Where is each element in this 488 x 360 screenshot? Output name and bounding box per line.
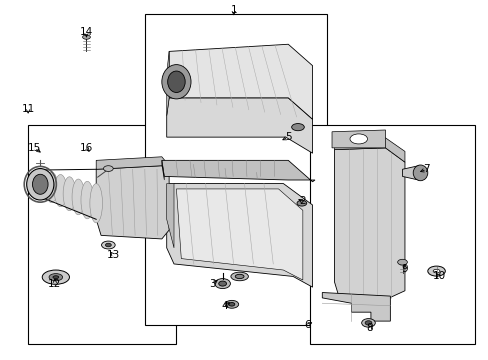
Text: 4: 4: [221, 301, 228, 311]
Ellipse shape: [224, 300, 238, 308]
Text: 6: 6: [304, 320, 310, 330]
Text: 13: 13: [106, 250, 120, 260]
Ellipse shape: [102, 241, 115, 249]
Text: 7: 7: [423, 164, 429, 174]
Polygon shape: [166, 98, 312, 153]
Polygon shape: [166, 184, 312, 287]
Polygon shape: [162, 160, 164, 180]
Text: 2: 2: [299, 197, 305, 206]
Ellipse shape: [427, 266, 445, 276]
Ellipse shape: [42, 270, 69, 284]
Ellipse shape: [45, 172, 58, 203]
Polygon shape: [322, 293, 389, 321]
Ellipse shape: [81, 181, 93, 219]
Ellipse shape: [105, 243, 111, 247]
Ellipse shape: [36, 170, 49, 199]
Polygon shape: [162, 160, 314, 182]
Text: 8: 8: [366, 323, 372, 333]
Text: 14: 14: [80, 27, 93, 37]
Ellipse shape: [412, 165, 427, 181]
Ellipse shape: [214, 279, 230, 289]
Bar: [28, 125, 176, 344]
Ellipse shape: [228, 302, 234, 306]
Ellipse shape: [349, 134, 367, 144]
Ellipse shape: [53, 276, 59, 279]
Ellipse shape: [361, 319, 374, 327]
Ellipse shape: [296, 201, 306, 206]
Ellipse shape: [432, 269, 439, 273]
Text: 3: 3: [209, 279, 216, 289]
Ellipse shape: [54, 175, 67, 207]
Ellipse shape: [90, 184, 102, 223]
Ellipse shape: [162, 64, 191, 99]
Polygon shape: [334, 148, 404, 300]
Ellipse shape: [72, 179, 84, 215]
Text: 10: 10: [431, 271, 445, 282]
Bar: [309, 125, 474, 344]
Ellipse shape: [230, 272, 248, 281]
Polygon shape: [96, 157, 169, 176]
Ellipse shape: [218, 281, 226, 286]
Ellipse shape: [235, 274, 244, 279]
Polygon shape: [334, 138, 404, 162]
Polygon shape: [176, 189, 302, 280]
Ellipse shape: [291, 123, 304, 131]
Polygon shape: [331, 130, 385, 148]
Text: 16: 16: [80, 143, 93, 153]
Text: 9: 9: [401, 264, 407, 274]
Ellipse shape: [82, 35, 90, 39]
Text: 15: 15: [28, 143, 41, 153]
Text: 5: 5: [285, 132, 291, 142]
Ellipse shape: [365, 321, 371, 325]
Bar: [144, 14, 326, 325]
Polygon shape: [96, 166, 169, 239]
Ellipse shape: [397, 259, 407, 265]
Ellipse shape: [63, 177, 76, 211]
Ellipse shape: [32, 174, 48, 194]
Text: 1: 1: [230, 5, 237, 15]
Ellipse shape: [27, 168, 54, 200]
Text: 12: 12: [48, 279, 61, 289]
Polygon shape: [166, 51, 169, 116]
Text: 11: 11: [21, 104, 35, 113]
Ellipse shape: [167, 71, 185, 93]
Ellipse shape: [103, 166, 113, 171]
Polygon shape: [402, 166, 423, 180]
Ellipse shape: [49, 274, 62, 281]
Polygon shape: [166, 184, 174, 248]
Polygon shape: [169, 44, 312, 119]
